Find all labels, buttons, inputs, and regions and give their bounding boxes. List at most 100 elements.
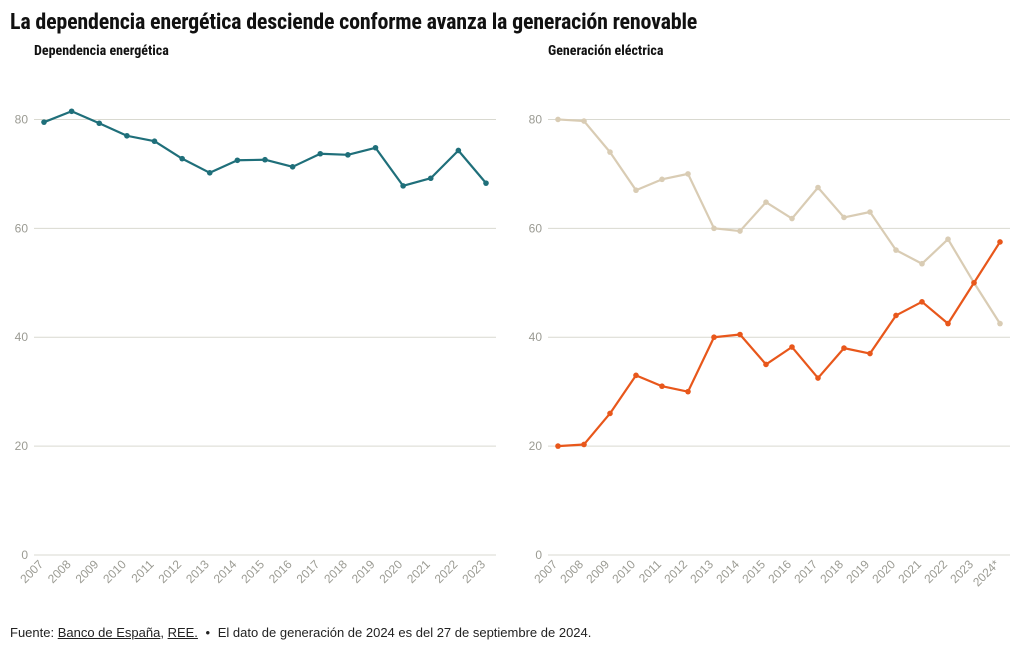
x-tick-label: 2012	[661, 557, 690, 586]
x-tick-label: 2015	[739, 557, 768, 586]
series-marker-renovable	[737, 332, 743, 338]
x-tick-label: 2018	[321, 557, 350, 586]
chart-svg: 0204060802007200820092010201120122013201…	[10, 65, 496, 605]
series-marker-dependencia	[124, 133, 130, 139]
series-marker-dependencia	[179, 156, 185, 162]
bullet: •	[202, 625, 214, 640]
series-line-dependencia	[44, 111, 486, 186]
series-marker-no-renovable	[763, 199, 769, 205]
x-tick-label: 2014	[713, 557, 742, 586]
x-tick-label: 2017	[294, 557, 323, 586]
x-tick-label: 2016	[266, 557, 295, 586]
left-chart: 0204060802007200820092010201120122013201…	[10, 65, 496, 605]
series-marker-renovable	[659, 383, 665, 389]
x-tick-label: 2011	[128, 557, 156, 585]
right-chart: 0204060802007200820092010201120122013201…	[524, 65, 1010, 605]
series-marker-no-renovable	[737, 228, 743, 234]
series-marker-dependencia	[41, 119, 47, 125]
series-line-renovable	[558, 242, 1000, 446]
series-marker-no-renovable	[789, 216, 795, 222]
series-marker-no-renovable	[997, 321, 1003, 327]
x-tick-label: 2018	[817, 557, 846, 586]
series-marker-no-renovable	[841, 215, 847, 221]
right-panel: Generación eléctrica 0204060802007200820…	[524, 43, 1010, 605]
series-marker-renovable	[555, 443, 561, 449]
x-tick-label: 2009	[73, 557, 102, 586]
series-marker-renovable	[763, 362, 769, 368]
footer-note: El dato de generación de 2024 es del 27 …	[218, 625, 592, 640]
x-tick-label: 2019	[843, 557, 872, 586]
x-tick-label: 2024*	[970, 557, 1002, 589]
series-marker-renovable	[685, 389, 691, 395]
x-tick-label: 2010	[100, 557, 129, 586]
x-tick-label: 2017	[791, 557, 820, 586]
x-tick-label: 2019	[349, 557, 378, 586]
left-subtitle: Dependencia energética	[10, 43, 496, 59]
series-marker-renovable	[607, 411, 613, 417]
series-marker-renovable	[581, 442, 587, 448]
x-tick-label: 2013	[183, 557, 212, 586]
series-marker-renovable	[633, 373, 639, 379]
y-tick-label: 40	[529, 330, 543, 344]
series-marker-dependencia	[373, 145, 379, 151]
series-marker-dependencia	[345, 152, 351, 158]
x-tick-label: 2009	[583, 557, 612, 586]
series-marker-renovable	[893, 313, 899, 319]
series-marker-dependencia	[235, 157, 241, 163]
x-tick-label: 2022	[432, 557, 461, 586]
x-tick-label: 2021	[404, 557, 433, 586]
x-tick-label: 2014	[211, 557, 240, 586]
x-tick-label: 2023	[459, 557, 488, 586]
series-marker-dependencia	[96, 120, 102, 126]
series-marker-renovable	[789, 344, 795, 350]
y-tick-label: 60	[15, 221, 29, 235]
x-tick-label: 2012	[155, 557, 184, 586]
series-marker-renovable	[841, 345, 847, 351]
right-subtitle: Generación eléctrica	[524, 43, 1010, 59]
x-tick-label: 2008	[557, 557, 586, 586]
x-tick-label: 2008	[45, 557, 74, 586]
panels: Dependencia energética 02040608020072008…	[10, 43, 1010, 605]
page-title: La dependencia energética desciende conf…	[10, 10, 1010, 35]
y-tick-label: 40	[15, 330, 29, 344]
x-tick-label: 2013	[687, 557, 716, 586]
series-marker-dependencia	[207, 170, 213, 176]
series-marker-no-renovable	[893, 247, 899, 253]
series-marker-dependencia	[456, 148, 462, 154]
x-tick-label: 2020	[376, 557, 405, 586]
y-tick-label: 0	[535, 548, 542, 562]
x-tick-label: 2010	[609, 557, 638, 586]
series-marker-no-renovable	[581, 118, 587, 124]
y-tick-label: 20	[15, 439, 29, 453]
series-marker-no-renovable	[815, 185, 821, 191]
series-marker-dependencia	[400, 183, 406, 189]
series-marker-renovable	[919, 299, 925, 305]
series-marker-no-renovable	[659, 177, 665, 183]
y-tick-label: 80	[15, 112, 29, 126]
y-tick-label: 60	[529, 221, 543, 235]
left-panel: Dependencia energética 02040608020072008…	[10, 43, 496, 605]
series-marker-dependencia	[69, 108, 75, 114]
series-marker-no-renovable	[555, 117, 561, 123]
source-link-1[interactable]: Banco de España	[58, 625, 161, 640]
x-tick-label: 2022	[921, 557, 950, 586]
series-marker-no-renovable	[867, 209, 873, 215]
series-marker-no-renovable	[685, 171, 691, 177]
y-tick-label: 0	[21, 548, 28, 562]
series-marker-no-renovable	[919, 261, 925, 267]
source-link-2[interactable]: REE.	[168, 625, 198, 640]
series-marker-no-renovable	[633, 187, 639, 193]
series-marker-no-renovable	[711, 226, 717, 232]
x-tick-label: 2015	[238, 557, 267, 586]
series-marker-renovable	[971, 280, 977, 286]
y-tick-label: 20	[529, 439, 543, 453]
series-marker-dependencia	[290, 164, 296, 170]
comma: ,	[160, 625, 167, 640]
series-marker-dependencia	[152, 138, 158, 144]
chart-svg: 0204060802007200820092010201120122013201…	[524, 65, 1010, 605]
x-tick-label: 2021	[895, 557, 924, 586]
x-tick-label: 2020	[869, 557, 898, 586]
x-tick-label: 2011	[636, 557, 664, 585]
series-marker-no-renovable	[607, 149, 613, 155]
series-marker-dependencia	[483, 180, 489, 186]
